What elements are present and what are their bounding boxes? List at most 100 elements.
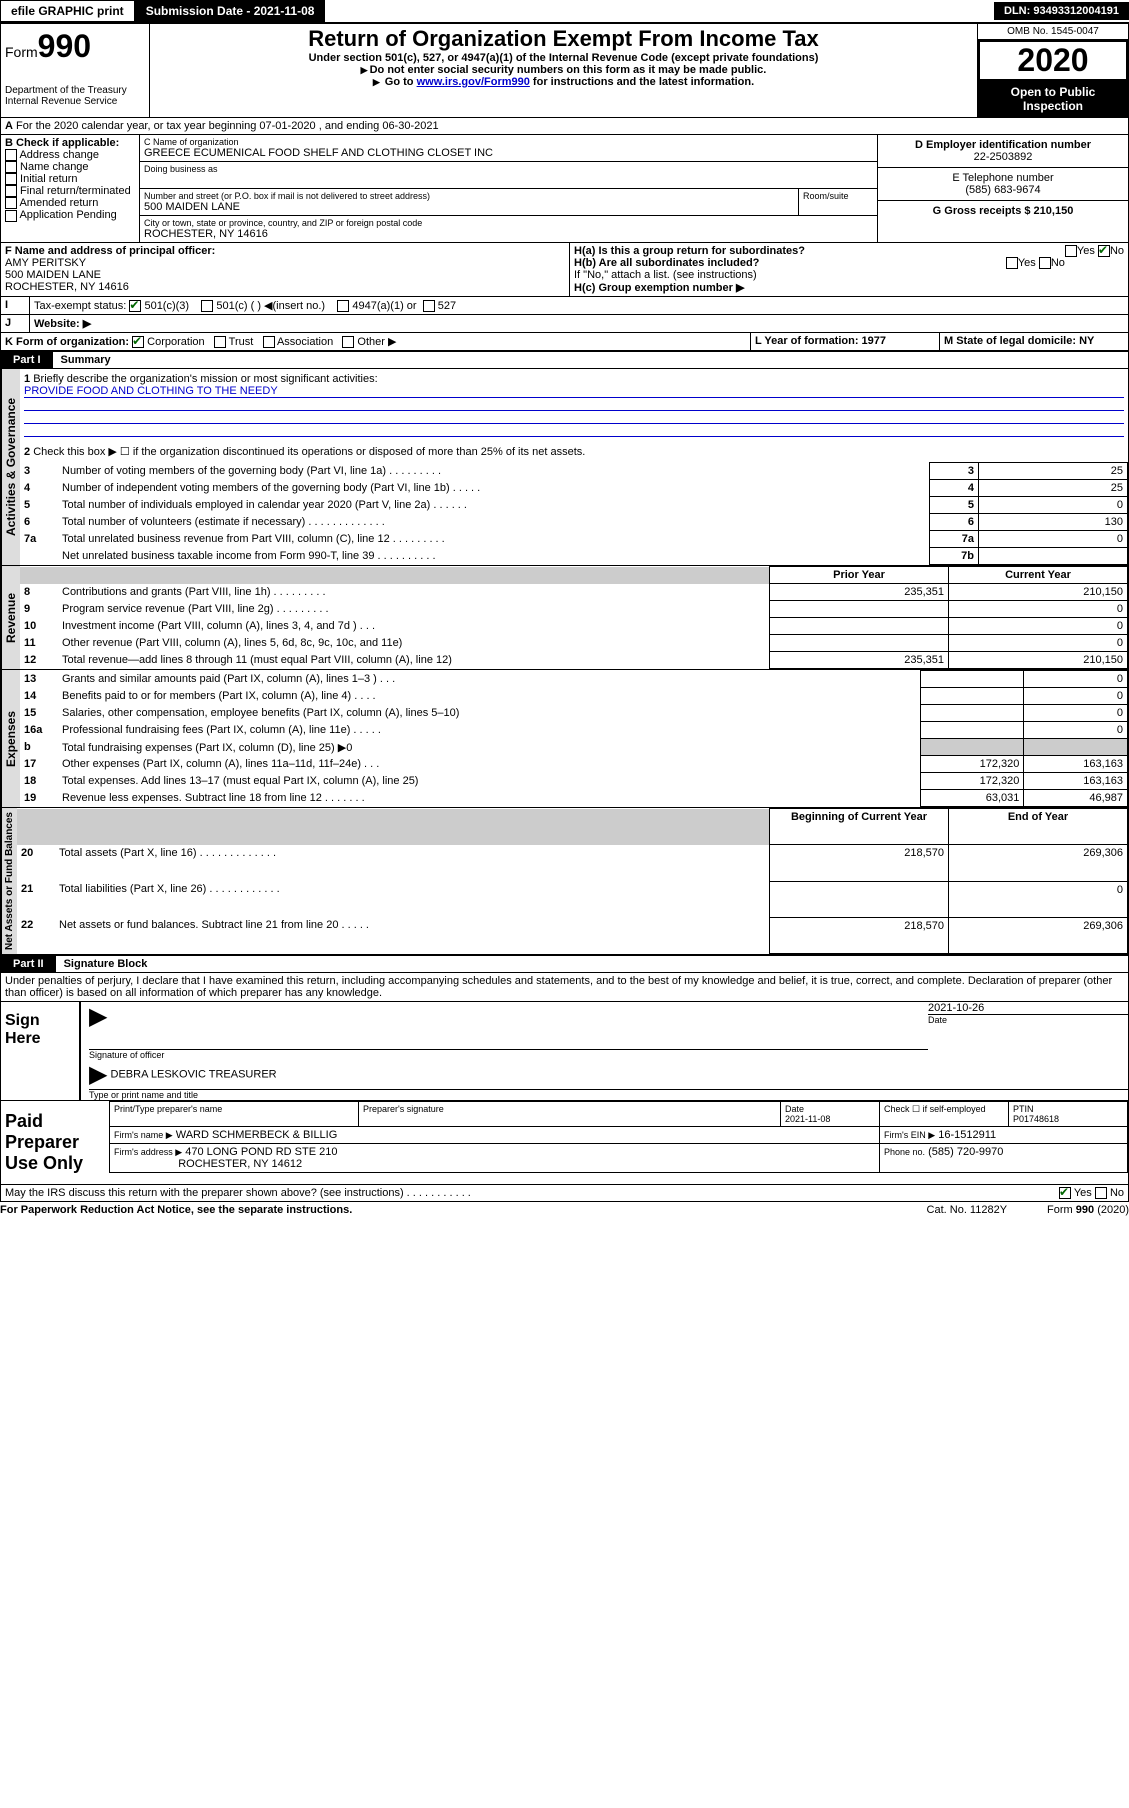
discuss-yes-checkbox[interactable]: [1059, 1187, 1071, 1199]
boxb-item: Name change: [5, 161, 135, 173]
prep-date: 2021-11-08: [785, 1114, 830, 1124]
boxk-checkbox[interactable]: [342, 336, 354, 348]
boxb-checkbox[interactable]: [5, 161, 17, 173]
h-b: H(b) Are all subordinates included? Yes …: [574, 257, 1124, 269]
officer-name: AMY PERITSKY: [5, 257, 565, 269]
hb-yes-checkbox[interactable]: [1006, 257, 1018, 269]
summary-row: 7aTotal unrelated business revenue from …: [20, 531, 1128, 548]
table-header-row: Beginning of Current YearEnd of Year: [17, 809, 1128, 845]
efile-button[interactable]: efile GRAPHIC print: [0, 0, 135, 22]
table-row: 16aProfessional fundraising fees (Part I…: [20, 722, 1128, 739]
discuss-question: May the IRS discuss this return with the…: [5, 1187, 471, 1199]
boxb-item: Initial return: [5, 173, 135, 185]
addr-label: Number and street (or P.O. box if mail i…: [144, 191, 794, 201]
state-domicile: M State of legal domicile: NY: [940, 333, 1128, 350]
firm-ein: 16-1512911: [938, 1129, 996, 1141]
firm-addr-label: Firm's address ▶: [114, 1147, 182, 1157]
paid-preparer-label: Paid Preparer Use Only: [1, 1101, 109, 1184]
ein-label: D Employer identification number: [882, 139, 1124, 151]
phone-value: (585) 683-9674: [882, 184, 1124, 196]
mission-text: PROVIDE FOOD AND CLOTHING TO THE NEEDY: [24, 385, 1124, 398]
sig-officer-label: Signature of officer: [89, 1049, 928, 1060]
subtitle-3: Go to www.irs.gov/Form990 for instructio…: [152, 76, 975, 88]
date-label: Date: [928, 1014, 1128, 1025]
subtitle-2: Do not enter social security numbers on …: [152, 64, 975, 76]
dept-label: Department of the Treasury Internal Reve…: [5, 85, 145, 107]
table-row: 15Salaries, other compensation, employee…: [20, 705, 1128, 722]
type-label: Type or print name and title: [89, 1089, 1128, 1100]
table-row: 13Grants and similar amounts paid (Part …: [20, 671, 1128, 688]
527-checkbox[interactable]: [423, 300, 435, 312]
side-exp: Expenses: [1, 670, 20, 807]
org-name: GREECE ECUMENICAL FOOD SHELF AND CLOTHIN…: [144, 147, 873, 159]
501c3-checkbox[interactable]: [129, 300, 141, 312]
boxb-checkbox[interactable]: [5, 210, 17, 222]
side-na: Net Assets or Fund Balances: [1, 808, 17, 954]
form-footer: Form 990 (2020): [1047, 1204, 1129, 1216]
h-a: H(a) Is this a group return for subordin…: [574, 245, 1124, 257]
table-row: 8Contributions and grants (Part VIII, li…: [20, 584, 1128, 601]
table-row: 17Other expenses (Part IX, column (A), l…: [20, 756, 1128, 773]
table-row: 21Total liabilities (Part X, line 26) . …: [17, 881, 1128, 917]
h-note: If "No," attach a list. (see instruction…: [574, 269, 1124, 281]
ha-yes-checkbox[interactable]: [1065, 245, 1077, 257]
boxb-checkbox[interactable]: [5, 173, 17, 185]
firm-ein-label: Firm's EIN ▶: [884, 1130, 935, 1140]
501c-checkbox[interactable]: [201, 300, 213, 312]
boxb-checkbox[interactable]: [5, 149, 17, 161]
city-label: City or town, state or province, country…: [144, 218, 873, 228]
form-header: Form990 Department of the Treasury Inter…: [0, 23, 1129, 118]
table-row: 19Revenue less expenses. Subtract line 1…: [20, 790, 1128, 807]
ein-value: 22-2503892: [882, 151, 1124, 163]
prep-sig-label: Preparer's signature: [359, 1102, 781, 1127]
firm-name: WARD SCHMERBECK & BILLIG: [176, 1129, 338, 1141]
phone-label: E Telephone number: [882, 172, 1124, 184]
i-label: I: [1, 297, 30, 314]
hb-no-checkbox[interactable]: [1039, 257, 1051, 269]
dln-label: DLN: 93493312004191: [994, 2, 1129, 20]
table-row: 18Total expenses. Add lines 13–17 (must …: [20, 773, 1128, 790]
box-b-label: B Check if applicable:: [5, 137, 135, 149]
boxk-checkbox[interactable]: [214, 336, 226, 348]
firm-phone: (585) 720-9970: [928, 1146, 1003, 1158]
officer-addr1: 500 MAIDEN LANE: [5, 269, 565, 281]
officer-label: F Name and address of principal officer:: [5, 245, 565, 257]
officer-name-title: DEBRA LESKOVIC TREASURER: [111, 1069, 277, 1081]
form-prefix: Form: [5, 44, 38, 60]
website-label: Website: ▶: [30, 315, 1128, 332]
discuss-no-checkbox[interactable]: [1095, 1187, 1107, 1199]
prep-name-label: Print/Type preparer's name: [110, 1102, 359, 1127]
table-row: 22Net assets or fund balances. Subtract …: [17, 917, 1128, 953]
table-row: bTotal fundraising expenses (Part IX, co…: [20, 739, 1128, 756]
4947-checkbox[interactable]: [337, 300, 349, 312]
firm-addr2: ROCHESTER, NY 14612: [178, 1158, 302, 1170]
side-rev: Revenue: [1, 566, 20, 669]
subtitle-1: Under section 501(c), 527, or 4947(a)(1)…: [152, 52, 975, 64]
room-label: Room/suite: [798, 189, 877, 215]
tax-exempt-label: Tax-exempt status:: [34, 300, 126, 312]
j-label: J: [1, 315, 30, 332]
k-label: K Form of organization:: [5, 336, 129, 348]
irs-link[interactable]: www.irs.gov/Form990: [417, 76, 530, 88]
part1-header: Part I Summary: [0, 351, 1129, 369]
self-employed-check: Check ☐ if self-employed: [880, 1102, 1009, 1127]
firm-addr1: 470 LONG POND RD STE 210: [185, 1146, 337, 1158]
ha-no-checkbox[interactable]: [1098, 245, 1110, 257]
inspection-label: Open to Public Inspection: [978, 81, 1128, 117]
boxb-checkbox[interactable]: [5, 197, 17, 209]
boxb-checkbox[interactable]: [5, 185, 17, 197]
boxk-checkbox[interactable]: [132, 336, 144, 348]
submission-button[interactable]: Submission Date - 2021-11-08: [135, 0, 326, 22]
boxk-checkbox[interactable]: [263, 336, 275, 348]
officer-addr2: ROCHESTER, NY 14616: [5, 281, 565, 293]
gross-receipts: G Gross receipts $ 210,150: [882, 205, 1124, 217]
cat-no: Cat. No. 11282Y: [927, 1204, 1008, 1216]
summary-row: 5Total number of individuals employed in…: [20, 497, 1128, 514]
city-address: ROCHESTER, NY 14616: [144, 228, 873, 240]
sig-date: 2021-10-26: [928, 1002, 1128, 1014]
h-c: H(c) Group exemption number ▶: [574, 281, 1124, 294]
ptin-label: PTIN: [1013, 1104, 1034, 1114]
omb-number: OMB No. 1545-0047: [978, 24, 1128, 40]
part2-header: Part II Signature Block: [0, 955, 1129, 973]
summary-row: 3Number of voting members of the governi…: [20, 463, 1128, 480]
